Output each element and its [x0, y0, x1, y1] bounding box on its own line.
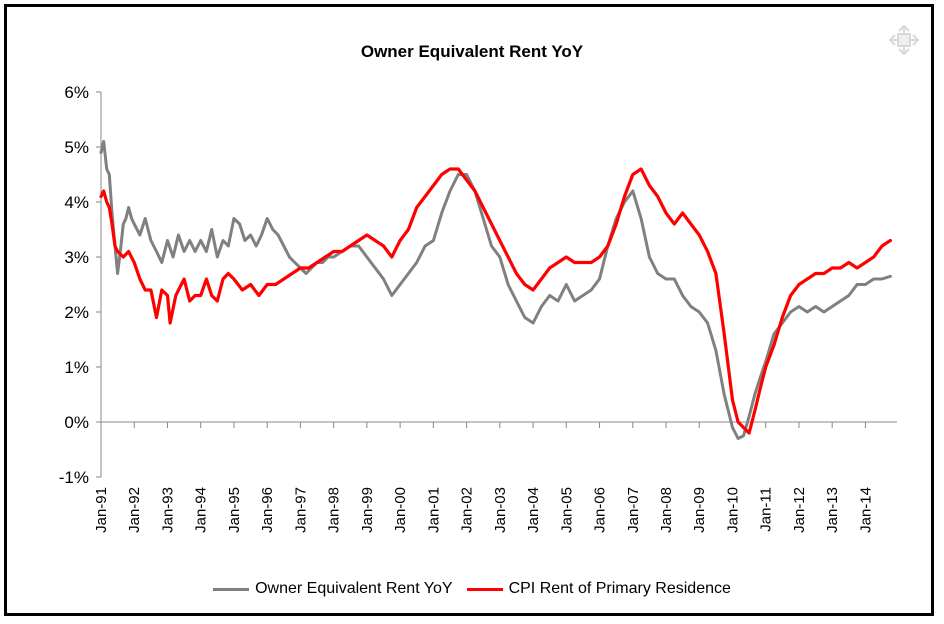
x-tick-label: Jan-04 [525, 487, 542, 533]
legend-label-oer: Owner Equivalent Rent YoY [255, 580, 453, 597]
x-tick-label: Jan-96 [259, 487, 276, 533]
legend-swatch-oer [213, 587, 250, 591]
x-tick-label: Jan-03 [492, 487, 509, 533]
x-tick-label: Jan-11 [758, 487, 775, 532]
x-tick-label: Jan-07 [625, 487, 642, 533]
x-tick-label: Jan-08 [658, 487, 675, 533]
y-tick-label: 1% [64, 358, 89, 377]
y-tick-label: 6% [64, 83, 89, 102]
legend-item-oer: Owner Equivalent Rent YoY [213, 580, 453, 598]
x-tick-label: Jan-95 [226, 487, 243, 533]
x-tick-label: Jan-92 [126, 487, 143, 533]
legend-item-cpi-rent: CPI Rent of Primary Residence [466, 580, 731, 598]
y-tick-label: 2% [64, 303, 89, 322]
series-line-cpi-rent [99, 167, 892, 435]
x-tick-label: Jan-99 [359, 487, 376, 533]
x-tick-label: Jan-98 [326, 487, 343, 533]
x-tick-label: Jan-05 [558, 487, 575, 533]
x-tick-label: Jan-02 [459, 487, 476, 533]
x-tick-label: Jan-01 [425, 487, 442, 533]
y-tick-label: -1% [59, 468, 89, 487]
x-tick-label: Jan-10 [724, 487, 741, 533]
y-tick-label: 0% [64, 413, 89, 432]
x-tick-label: Jan-12 [791, 487, 808, 533]
x-tick-label: Jan-94 [193, 487, 210, 533]
series-line-oer [99, 140, 892, 440]
y-tick-label: 3% [64, 248, 89, 267]
chart-legend: Owner Equivalent Rent YoY CPI Rent of Pr… [0, 580, 944, 598]
x-tick-label: Jan-93 [159, 487, 176, 533]
y-tick-label: 5% [64, 138, 89, 157]
x-tick-label: Jan-97 [292, 487, 309, 533]
x-tick-label: Jan-14 [857, 487, 874, 533]
x-tick-label: Jan-13 [824, 487, 841, 533]
expand-icon[interactable] [886, 22, 922, 58]
x-tick-label: Jan-06 [592, 487, 609, 533]
x-tick-label: Jan-00 [392, 487, 409, 533]
x-tick-label: Jan-09 [691, 487, 708, 533]
chart-title: Owner Equivalent Rent YoY [360, 42, 584, 61]
legend-label-cpi-rent: CPI Rent of Primary Residence [508, 580, 731, 597]
x-tick-label: Jan-91 [93, 487, 110, 533]
legend-swatch-cpi-rent [466, 587, 503, 591]
y-tick-label: 4% [64, 193, 89, 212]
